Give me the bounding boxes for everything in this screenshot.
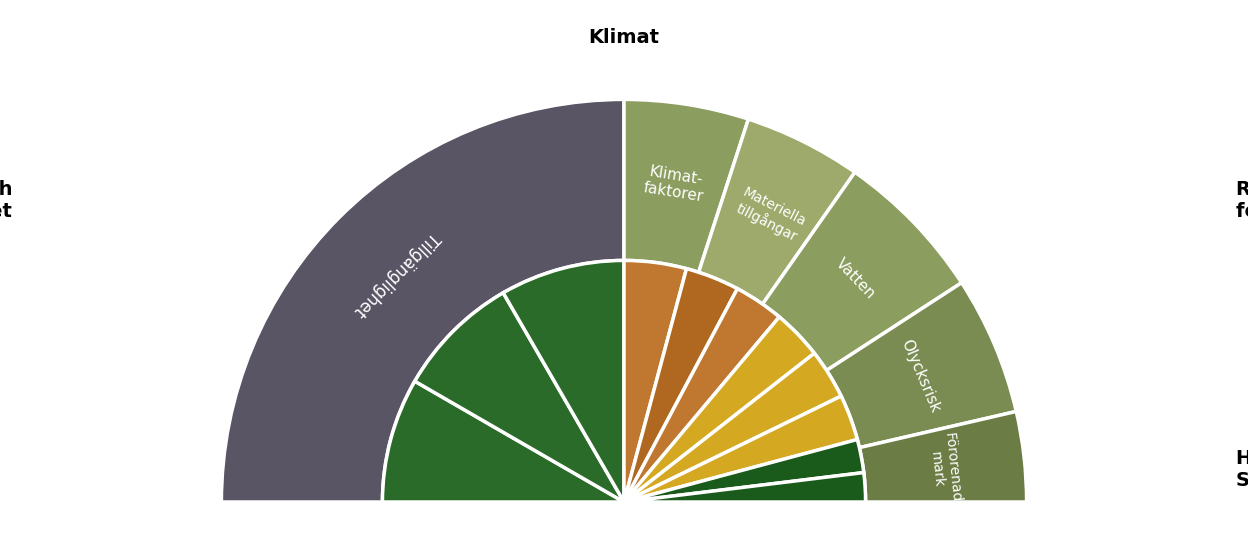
Text: Förorenad
mark: Förorenad mark xyxy=(926,432,963,505)
Text: Materiella
tillgångar: Materiella tillgångar xyxy=(733,185,809,245)
Text: Resurser tillgängliga
för människan: Resurser tillgängliga för människan xyxy=(1236,179,1248,221)
Wedge shape xyxy=(414,293,624,502)
Wedge shape xyxy=(624,439,864,502)
Wedge shape xyxy=(624,317,815,502)
Wedge shape xyxy=(624,353,841,502)
Text: Hälsa och
Säkerhet: Hälsa och Säkerhet xyxy=(1236,449,1248,490)
Wedge shape xyxy=(699,119,855,304)
Wedge shape xyxy=(624,473,866,502)
Text: Tillgänglighet: Tillgänglighet xyxy=(351,228,442,320)
Wedge shape xyxy=(624,289,779,502)
Text: Vatten: Vatten xyxy=(832,255,879,301)
Wedge shape xyxy=(763,172,962,371)
Wedge shape xyxy=(503,260,624,502)
Wedge shape xyxy=(624,396,857,502)
Wedge shape xyxy=(826,283,1016,448)
Wedge shape xyxy=(382,381,624,502)
Wedge shape xyxy=(624,99,749,272)
Wedge shape xyxy=(860,411,1027,502)
Wedge shape xyxy=(624,268,738,502)
Wedge shape xyxy=(221,99,624,502)
Wedge shape xyxy=(624,260,686,502)
Text: Tillgänglighet och
användbarhet: Tillgänglighet och användbarhet xyxy=(0,179,12,221)
Text: Klimat: Klimat xyxy=(589,28,659,47)
Text: Klimat-
faktorer: Klimat- faktorer xyxy=(641,163,706,205)
Text: Olycksrisk: Olycksrisk xyxy=(899,337,942,415)
